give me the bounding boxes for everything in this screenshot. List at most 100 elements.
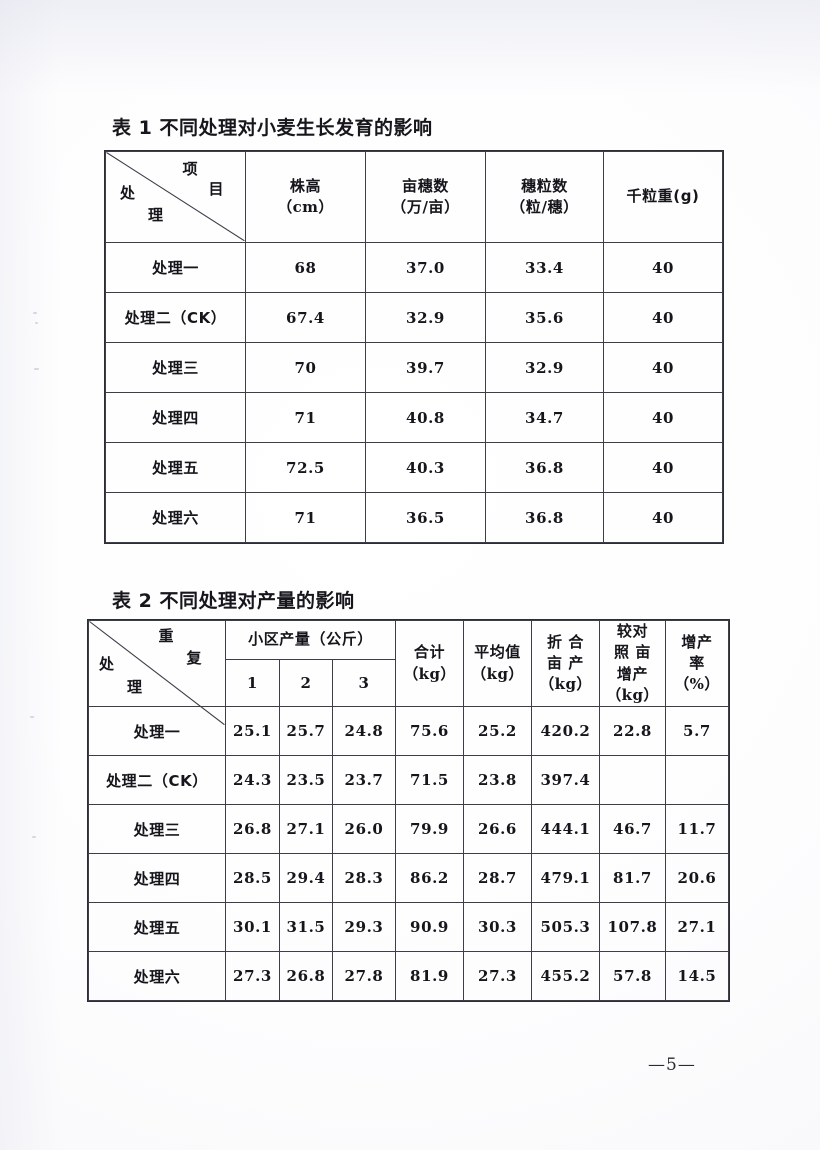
table2-group-header-plot-yield: 小区产量（公斤） xyxy=(225,619,396,661)
table2-cell-yield-per-mu: 479.1 xyxy=(531,853,600,904)
table1-row-axis-label-1: 处 xyxy=(120,184,137,202)
table2-column-axis-label-2: 复 xyxy=(186,649,203,667)
table2-row: 处理二（CK） 24.3 23.5 23.7 71.5 23.8 397.4 xyxy=(88,755,729,806)
table1-cell-thousand-grain-weight: 40 xyxy=(603,492,723,543)
table2-cell-replicate-1: 28.5 xyxy=(225,853,280,904)
table1-row: 处理四 71 40.8 34.7 40 xyxy=(105,392,723,443)
table1-cell-plant-height: 68 xyxy=(245,242,366,293)
table2-row-treatment: 处理六 xyxy=(88,951,226,1002)
table1-cell-spikes-per-mu: 40.3 xyxy=(365,442,486,493)
scan-speck xyxy=(33,312,37,314)
table2-cell-replicate-2: 26.8 xyxy=(279,951,333,1002)
header-line-1: 亩穗数 xyxy=(402,176,449,195)
table2-row-treatment: 处理五 xyxy=(88,902,226,953)
table2-cell-mean: 27.3 xyxy=(463,951,532,1002)
table1-cell-thousand-grain-weight: 40 xyxy=(603,442,723,493)
header-line-2: （kg） xyxy=(471,664,524,683)
header-line-1: 增产 xyxy=(681,632,713,651)
table1-cell-grains-per-spike: 33.4 xyxy=(485,242,604,293)
table1-cell-spikes-per-mu: 39.7 xyxy=(365,342,486,393)
table1-row-axis-label-2: 理 xyxy=(148,206,165,224)
table1-column-axis-label-1: 项 xyxy=(182,160,199,178)
table2-cell-replicate-1: 24.3 xyxy=(225,755,280,806)
table2-row: 处理六 27.3 26.8 27.8 81.9 27.3 455.2 57.8 … xyxy=(88,951,729,1002)
header-line-2: （kg） xyxy=(403,664,456,683)
table2-cell-mean: 25.2 xyxy=(463,706,532,757)
table2-col-header-total: 合计 （kg） xyxy=(395,619,464,708)
header-line-1: 株高 xyxy=(289,176,322,195)
table1-container: 项 目 处 理 株高 （cm） 亩穗数 （万/亩） 穗粒数 xyxy=(104,150,724,544)
table2-row: 处理四 28.5 29.4 28.3 86.2 28.7 479.1 81.7 … xyxy=(88,853,729,904)
header-line-2: 亩 产 xyxy=(546,653,585,672)
table1-row: 处理二（CK） 67.4 32.9 35.6 40 xyxy=(105,292,723,343)
scan-speck xyxy=(34,368,39,370)
table1-cell-spikes-per-mu: 40.8 xyxy=(365,392,486,443)
table1-row: 处理五 72.5 40.3 36.8 40 xyxy=(105,442,723,493)
table2: 重 复 处 理 小区产量（公斤） 合计 （kg） 平均值 （kg） xyxy=(87,618,730,1003)
table1-cell-plant-height: 71 xyxy=(245,492,366,543)
table2-row: 处理五 30.1 31.5 29.3 90.9 30.3 505.3 107.8… xyxy=(88,902,729,953)
table1-row-treatment: 处理四 xyxy=(105,392,246,443)
table2-cell-total: 86.2 xyxy=(395,853,464,904)
table2-replicate-header-2: 2 xyxy=(279,659,333,708)
table1-row-treatment: 处理二（CK） xyxy=(105,292,246,343)
table1-cell-thousand-grain-weight: 40 xyxy=(603,392,723,443)
table2-cell-increase-vs-ck: 57.8 xyxy=(599,951,666,1002)
scan-speck xyxy=(32,836,36,838)
table2-cell-mean: 26.6 xyxy=(463,804,532,855)
table1-row-treatment: 处理六 xyxy=(105,492,246,543)
table2-column-axis-label-1: 重 xyxy=(158,627,175,645)
table1-col-header-grains-per-spike: 穗粒数 （粒/穗） xyxy=(485,151,604,243)
table1-cell-grains-per-spike: 36.8 xyxy=(485,492,604,543)
table1-cell-spikes-per-mu: 32.9 xyxy=(365,292,486,343)
table2-cell-total: 81.9 xyxy=(395,951,464,1002)
table2-header-row-1: 重 复 处 理 小区产量（公斤） 合计 （kg） 平均值 （kg） xyxy=(88,619,729,726)
table1-corner-cell: 项 目 处 理 xyxy=(105,151,246,243)
table2-cell-total: 71.5 xyxy=(395,755,464,806)
table1-row: 处理三 70 39.7 32.9 40 xyxy=(105,342,723,393)
table2-cell-replicate-3: 23.7 xyxy=(332,755,396,806)
table2-cell-yield-per-mu: 420.2 xyxy=(531,706,600,757)
header-line-3: 增产 xyxy=(616,664,649,683)
header-line-4: （kg） xyxy=(606,685,659,704)
table2-cell-replicate-3: 29.3 xyxy=(332,902,396,953)
table1-cell-grains-per-spike: 32.9 xyxy=(485,342,604,393)
table2-cell-increase-pct: 14.5 xyxy=(665,951,729,1002)
table2-cell-mean: 23.8 xyxy=(463,755,532,806)
table2-cell-increase-pct: 11.7 xyxy=(665,804,729,855)
header-line-2: 率 xyxy=(689,653,705,672)
table1-cell-grains-per-spike: 35.6 xyxy=(485,292,604,343)
table2-cell-replicate-1: 26.8 xyxy=(225,804,280,855)
table2-cell-replicate-1: 30.1 xyxy=(225,902,280,953)
table2-col-header-increase-vs-ck: 较对 照 亩 增产 （kg） xyxy=(599,619,666,708)
table1-cell-spikes-per-mu: 37.0 xyxy=(365,242,486,293)
table2-cell-mean: 30.3 xyxy=(463,902,532,953)
table2-row-treatment: 处理二（CK） xyxy=(88,755,226,806)
table1-col-header-spikes-per-mu: 亩穗数 （万/亩） xyxy=(365,151,486,243)
table2-cell-increase-vs-ck: 81.7 xyxy=(599,853,666,904)
header-line-3: （%） xyxy=(674,675,720,694)
header-line-1: 千粒重(g) xyxy=(626,187,700,206)
table2-col-header-increase-pct: 增产 率 （%） xyxy=(665,619,729,708)
table2-row-axis-label-2: 理 xyxy=(127,678,144,696)
table2-corner-cell: 重 复 处 理 xyxy=(88,619,226,726)
header-line-2: （cm） xyxy=(277,198,334,216)
scan-speck xyxy=(30,716,34,718)
table1-row-treatment: 处理五 xyxy=(105,442,246,493)
header-line-2: （万/亩） xyxy=(391,198,460,216)
table1-cell-plant-height: 67.4 xyxy=(245,292,366,343)
table2-row-treatment: 处理三 xyxy=(88,804,226,855)
table2-cell-increase-vs-ck: 46.7 xyxy=(599,804,666,855)
table2-cell-mean: 28.7 xyxy=(463,853,532,904)
table2-cell-replicate-1: 27.3 xyxy=(225,951,280,1002)
table2-container: 重 复 处 理 小区产量（公斤） 合计 （kg） 平均值 （kg） xyxy=(87,618,730,1003)
table2-cell-yield-per-mu: 455.2 xyxy=(531,951,600,1002)
table1-title: 表 1 不同处理对小麦生长发育的影响 xyxy=(112,117,433,139)
header-line-1: 较对 xyxy=(616,622,649,640)
table2-cell-increase-pct: 5.7 xyxy=(665,706,729,757)
table1-cell-plant-height: 71 xyxy=(245,392,366,443)
table2-replicate-header-3: 3 xyxy=(332,659,396,708)
table1-row-treatment: 处理一 xyxy=(105,242,246,293)
table1-col-header-thousand-grain-weight: 千粒重(g) xyxy=(603,151,723,243)
